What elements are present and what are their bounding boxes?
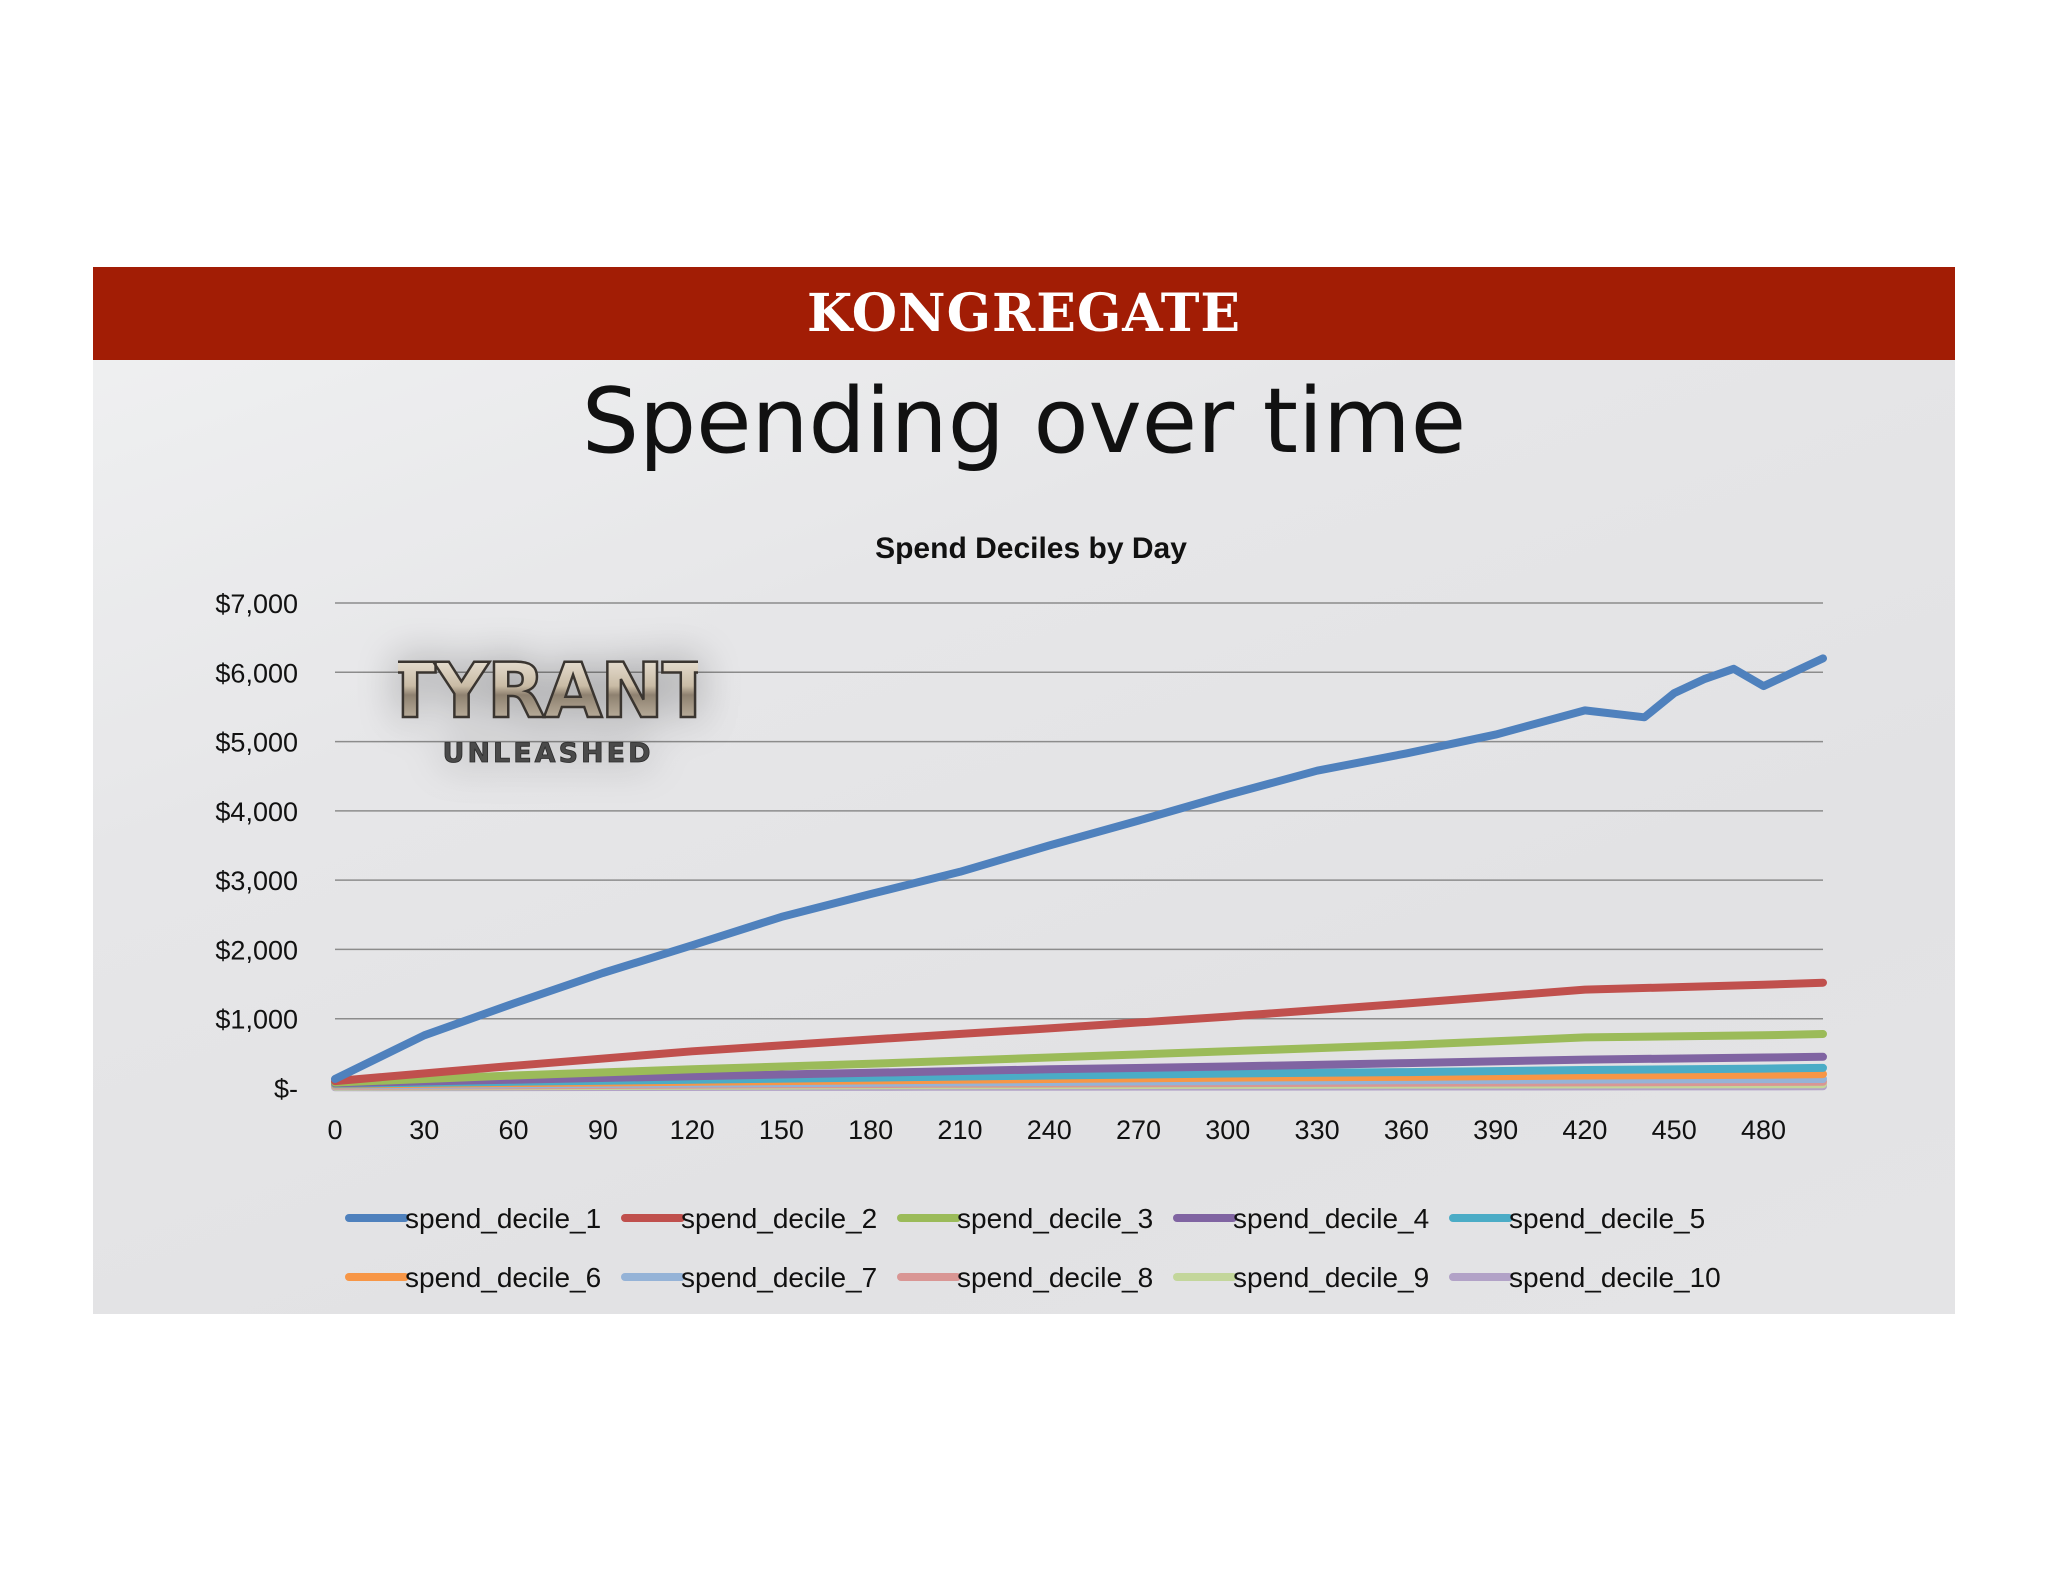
legend-item-spend_decile_8: spend_decile_8 <box>897 1262 1153 1293</box>
y-tick-label: $- <box>274 1074 298 1104</box>
tyrant-unleashed-logo: TYRANT UNLEASHED <box>398 645 698 770</box>
legend-label: spend_decile_1 <box>405 1203 601 1234</box>
chart-title: Spend Deciles by Day <box>875 532 1187 565</box>
chart: Spend Deciles by Day $- $1,000 $2,000 $3,00… <box>215 532 1827 1293</box>
x-tick-label: 180 <box>848 1115 893 1145</box>
x-tick-label: 90 <box>588 1115 618 1145</box>
legend-item-spend_decile_1: spend_decile_1 <box>345 1203 601 1234</box>
x-tick-label: 270 <box>1116 1115 1161 1145</box>
legend-label: spend_decile_8 <box>957 1262 1153 1293</box>
legend-label: spend_decile_6 <box>405 1262 601 1293</box>
svg-text:TYRANT: TYRANT <box>398 646 698 735</box>
slide: KONGREGATE Spending over time Spend Deci… <box>93 267 1955 1314</box>
brand-bar: KONGREGATE <box>93 267 1955 360</box>
y-axis: $- $1,000 $2,000 $3,000 $4,000 $5,000 $6,000 $7… <box>215 589 298 1104</box>
legend-label: spend_decile_4 <box>1233 1203 1429 1234</box>
y-tick-label: $5,000 <box>215 728 298 758</box>
x-tick-label: 360 <box>1384 1115 1429 1145</box>
y-tick-label: $7,000 <box>215 589 298 619</box>
legend-item-spend_decile_5: spend_decile_5 <box>1449 1203 1705 1234</box>
y-tick-label: $6,000 <box>215 658 298 688</box>
legend-item-spend_decile_6: spend_decile_6 <box>345 1262 601 1293</box>
legend-label: spend_decile_2 <box>681 1203 877 1234</box>
legend-label: spend_decile_7 <box>681 1262 877 1293</box>
x-tick-label: 450 <box>1652 1115 1697 1145</box>
x-tick-label: 210 <box>937 1115 982 1145</box>
x-tick-label: 420 <box>1562 1115 1607 1145</box>
y-tick-label: $3,000 <box>215 866 298 896</box>
legend-label: spend_decile_9 <box>1233 1262 1429 1293</box>
x-tick-label: 480 <box>1741 1115 1786 1145</box>
series-lines <box>331 654 1827 1092</box>
x-axis: 0 30 60 90 120 150 180 210 240 270 300 330 360 390 420… <box>327 1115 1786 1145</box>
y-tick-label: $1,000 <box>215 1005 298 1035</box>
legend-item-spend_decile_10: spend_decile_10 <box>1449 1262 1721 1293</box>
legend-label: spend_decile_10 <box>1509 1262 1721 1293</box>
series-line-spend_decile_4 <box>331 1052 1827 1088</box>
x-tick-label: 60 <box>499 1115 529 1145</box>
x-tick-label: 300 <box>1205 1115 1250 1145</box>
series-line-spend_decile_1 <box>331 654 1827 1083</box>
brand-name: KONGREGATE <box>806 283 1242 344</box>
series-line-spend_decile_2 <box>331 978 1827 1086</box>
series-line-spend_decile_3 <box>331 1030 1827 1087</box>
legend-item-spend_decile_7: spend_decile_7 <box>621 1262 877 1293</box>
svg-text:UNLEASHED: UNLEASHED <box>443 738 654 769</box>
x-tick-label: 120 <box>670 1115 715 1145</box>
legend: spend_decile_1 spend_decile_2 spend_decile… <box>345 1203 1721 1293</box>
x-tick-label: 330 <box>1295 1115 1340 1145</box>
legend-item-spend_decile_2: spend_decile_2 <box>621 1203 877 1234</box>
legend-item-spend_decile_4: spend_decile_4 <box>1173 1203 1429 1234</box>
legend-label: spend_decile_5 <box>1509 1203 1705 1234</box>
y-tick-label: $4,000 <box>215 797 298 827</box>
y-tick-label: $2,000 <box>215 935 298 965</box>
legend-label: spend_decile_3 <box>957 1203 1153 1234</box>
legend-item-spend_decile_9: spend_decile_9 <box>1173 1262 1429 1293</box>
legend-item-spend_decile_3: spend_decile_3 <box>897 1203 1153 1234</box>
x-tick-label: 30 <box>409 1115 439 1145</box>
slide-title: Spending over time <box>581 369 1467 474</box>
x-tick-label: 150 <box>759 1115 804 1145</box>
x-tick-label: 240 <box>1027 1115 1072 1145</box>
x-tick-label: 390 <box>1473 1115 1518 1145</box>
x-tick-label: 0 <box>327 1115 342 1145</box>
